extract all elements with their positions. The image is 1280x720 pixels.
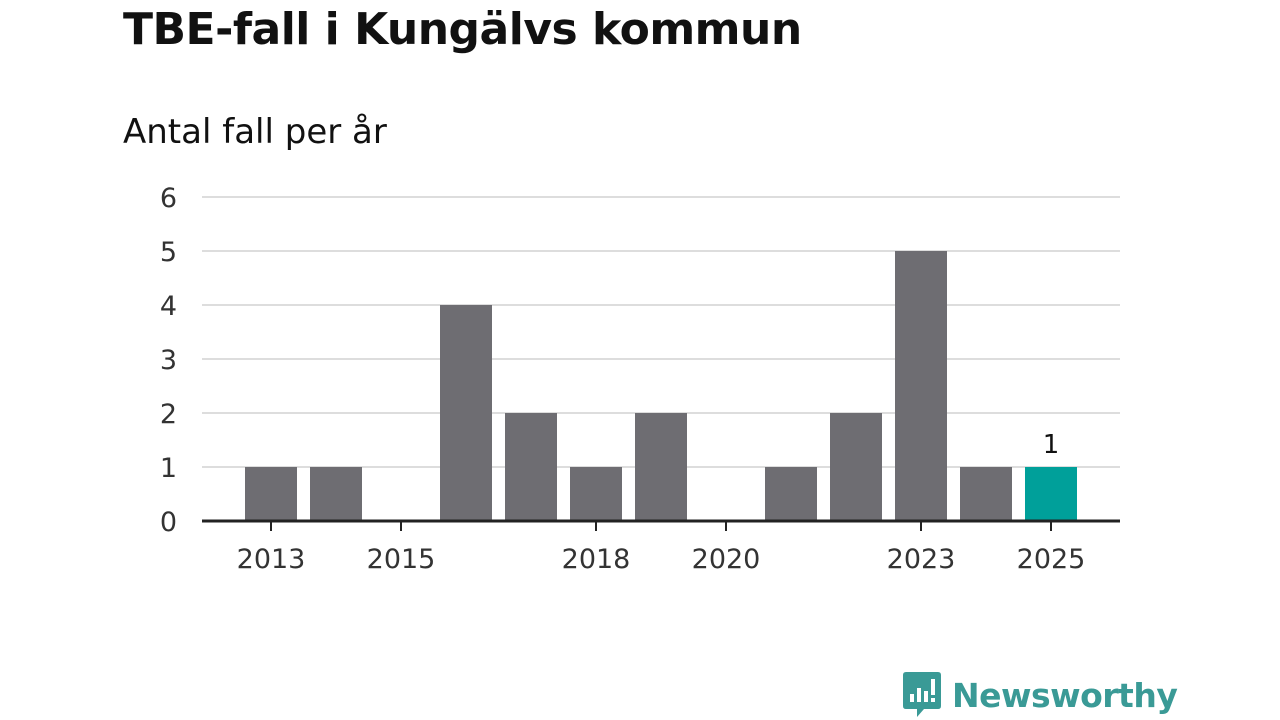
x-axis-labels: 2013 2015 2018 2020 2023 2025 <box>237 544 1086 575</box>
brand-name: Newsworthy <box>952 675 1178 715</box>
y-tick-label-1: 1 <box>160 453 177 484</box>
bar-2014 <box>310 467 362 521</box>
newsworthy-chart-bubble-icon <box>903 672 941 717</box>
bar-2017 <box>505 413 557 521</box>
y-axis-labels: 0 1 2 3 4 5 6 <box>160 183 177 538</box>
data-labels: 1 <box>1043 430 1060 460</box>
newsworthy-logo: Newsworthy <box>902 670 1178 720</box>
x-axis <box>202 519 1120 531</box>
bar-2022 <box>830 413 882 521</box>
data-label-2025: 1 <box>1043 430 1060 460</box>
y-tick-label-0: 0 <box>160 507 177 538</box>
bars <box>245 251 1077 521</box>
y-tick-label-3: 3 <box>160 345 177 376</box>
x-tick-label-2018: 2018 <box>562 544 631 575</box>
bar-2019 <box>635 413 687 521</box>
y-tick-label-5: 5 <box>160 237 177 268</box>
chart-subtitle: Antal fall per år <box>123 112 387 152</box>
bar-2018 <box>570 467 622 521</box>
bar-2025 <box>1025 467 1077 521</box>
bar-2024 <box>960 467 1012 521</box>
y-tick-label-2: 2 <box>160 399 177 430</box>
x-tick-label-2015: 2015 <box>367 544 436 575</box>
y-tick-label-4: 4 <box>160 291 177 322</box>
chart-title: TBE-fall i Kungälvs kommun <box>123 4 802 55</box>
bar-2013 <box>245 467 297 521</box>
x-tick-label-2023: 2023 <box>887 544 956 575</box>
bar-2016 <box>440 305 492 521</box>
x-tick-label-2025: 2025 <box>1017 544 1086 575</box>
bar-2021 <box>765 467 817 521</box>
bar-2023 <box>895 251 947 521</box>
x-tick-label-2020: 2020 <box>692 544 761 575</box>
x-tick-label-2013: 2013 <box>237 544 306 575</box>
y-tick-label-6: 6 <box>160 183 177 214</box>
